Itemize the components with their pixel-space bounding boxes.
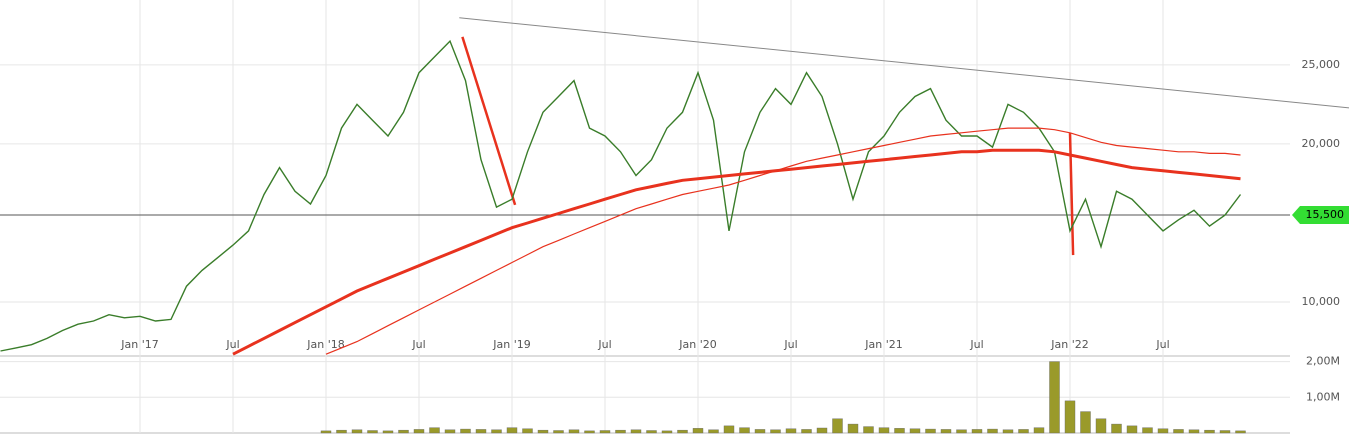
volume-bar (832, 418, 843, 434)
volume-bar (1080, 411, 1091, 434)
volume-bar (940, 429, 952, 434)
volume-bar (537, 429, 549, 434)
volume-bar (429, 427, 440, 434)
volume-bar (599, 430, 611, 434)
volume-bar (615, 429, 626, 434)
volume-bar (630, 429, 642, 434)
x-tick-label: Jan '20 (678, 338, 716, 351)
x-tick-label: Jan '17 (120, 338, 158, 351)
volume-bar (367, 430, 378, 434)
volume-bar (491, 429, 502, 434)
volume-bar (320, 430, 332, 434)
volume-bar (894, 428, 905, 434)
volume-bar (956, 429, 967, 434)
volume-bar (522, 428, 533, 434)
volume-bar (1095, 418, 1107, 434)
volume-bar (646, 430, 657, 434)
volume-bar (1157, 428, 1169, 434)
volume-bar (1126, 425, 1138, 434)
volume-bar (677, 429, 688, 434)
volume-bar (506, 427, 518, 434)
volume-bar (475, 429, 487, 434)
volume-bar (553, 430, 564, 434)
series-line (325, 127, 1241, 355)
volume-bar (460, 428, 471, 434)
volume-bar (971, 429, 983, 434)
volume-bar (1219, 430, 1231, 434)
volume-bar (785, 428, 797, 434)
x-tick-label: Jul (225, 338, 239, 351)
x-tick-label: Jan '18 (306, 338, 344, 351)
volume-bar (568, 429, 580, 434)
x-tick-label: Jul (1155, 338, 1169, 351)
x-tick-label: Jul (411, 338, 425, 351)
volume-bar (770, 429, 781, 434)
volume-bar (1018, 429, 1029, 434)
volume-bar (336, 429, 347, 434)
volume-bar (1235, 430, 1246, 434)
volume-bar (382, 430, 394, 434)
volume-bar (1111, 423, 1122, 434)
series-line (0, 39, 1242, 352)
volume-bar (863, 426, 874, 434)
volume-bar (692, 428, 704, 434)
volume-bar (1142, 427, 1153, 434)
volume-bar (444, 429, 456, 434)
y-tick-label: 2,00M (1306, 355, 1340, 368)
volume-bar (723, 425, 735, 434)
volume-bar (816, 427, 828, 434)
volume-bar (909, 428, 921, 434)
volume-bar (1173, 429, 1184, 434)
volume-bar (754, 429, 766, 434)
series-line (232, 148, 1241, 356)
volume-bar (801, 429, 812, 434)
volume-bar (1033, 427, 1045, 434)
y-tick-label: 25,000 (1302, 58, 1341, 71)
volume-bar (708, 429, 719, 434)
volume-bar (413, 429, 425, 434)
volume-bar (584, 430, 595, 434)
volume-bar (351, 429, 363, 434)
y-tick-label: 10,000 (1302, 295, 1341, 308)
trendline (1068, 132, 1075, 256)
x-tick-label: Jul (783, 338, 797, 351)
volume-bar (878, 427, 890, 434)
price-label-bg (1292, 206, 1349, 225)
volume-bar (1049, 361, 1060, 434)
trendline (461, 36, 517, 206)
volume-bar (398, 429, 409, 434)
volume-bar (1188, 429, 1200, 434)
volume-bar (739, 427, 750, 434)
y-tick-label: 20,000 (1302, 137, 1341, 150)
x-tick-label: Jul (597, 338, 611, 351)
x-tick-label: Jan '21 (864, 338, 902, 351)
volume-bar (1002, 429, 1014, 434)
volume-bar (1204, 429, 1215, 434)
volume-bar (847, 423, 859, 434)
price-label: 15,500 (1306, 208, 1345, 221)
y-tick-label: 1,00M (1306, 390, 1340, 403)
x-tick-label: Jul (969, 338, 983, 351)
x-tick-label: Jan '22 (1050, 338, 1088, 351)
volume-bar (925, 428, 936, 434)
volume-bar (1064, 400, 1076, 434)
trendline (459, 17, 1349, 109)
volume-bar (661, 430, 673, 434)
volume-bar (987, 428, 998, 434)
x-tick-label: Jan '19 (492, 338, 530, 351)
